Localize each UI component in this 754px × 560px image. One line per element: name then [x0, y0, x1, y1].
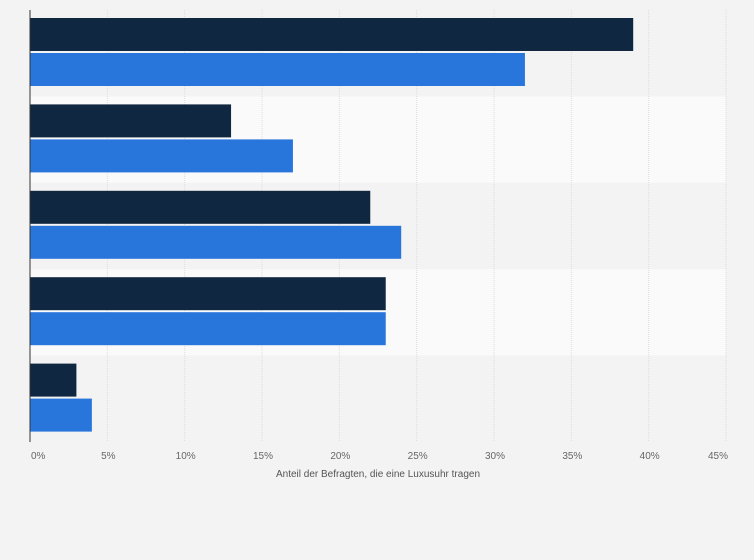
- x-tick-label: 40%: [640, 451, 660, 462]
- bar: [30, 277, 386, 311]
- bars: [30, 18, 634, 432]
- bar: [30, 190, 371, 224]
- category-band: [30, 355, 726, 442]
- x-axis-title: Anteil der Befragten, die eine Luxusuhr …: [276, 469, 480, 480]
- bar: [30, 139, 293, 173]
- bar: [30, 363, 77, 397]
- x-tick-label: 15%: [253, 451, 273, 462]
- x-tick-label: 20%: [330, 451, 350, 462]
- x-tick-label: 25%: [408, 451, 428, 462]
- x-tick-label: 5%: [101, 451, 116, 462]
- x-tick-label: 35%: [562, 451, 582, 462]
- x-tick-label: 10%: [176, 451, 196, 462]
- bar: [30, 18, 634, 51]
- bar: [30, 312, 386, 346]
- x-tick-label: 45%: [708, 451, 728, 462]
- bar: [30, 53, 525, 86]
- x-tick-labels: 0% 5% 10% 15% 20% 25% 30% 35% 40% 45%: [31, 451, 728, 462]
- bar: [30, 104, 232, 138]
- bar: [30, 225, 402, 259]
- x-tick-label: 30%: [485, 451, 505, 462]
- x-tick-label: 0%: [31, 451, 46, 462]
- bar: [30, 398, 92, 432]
